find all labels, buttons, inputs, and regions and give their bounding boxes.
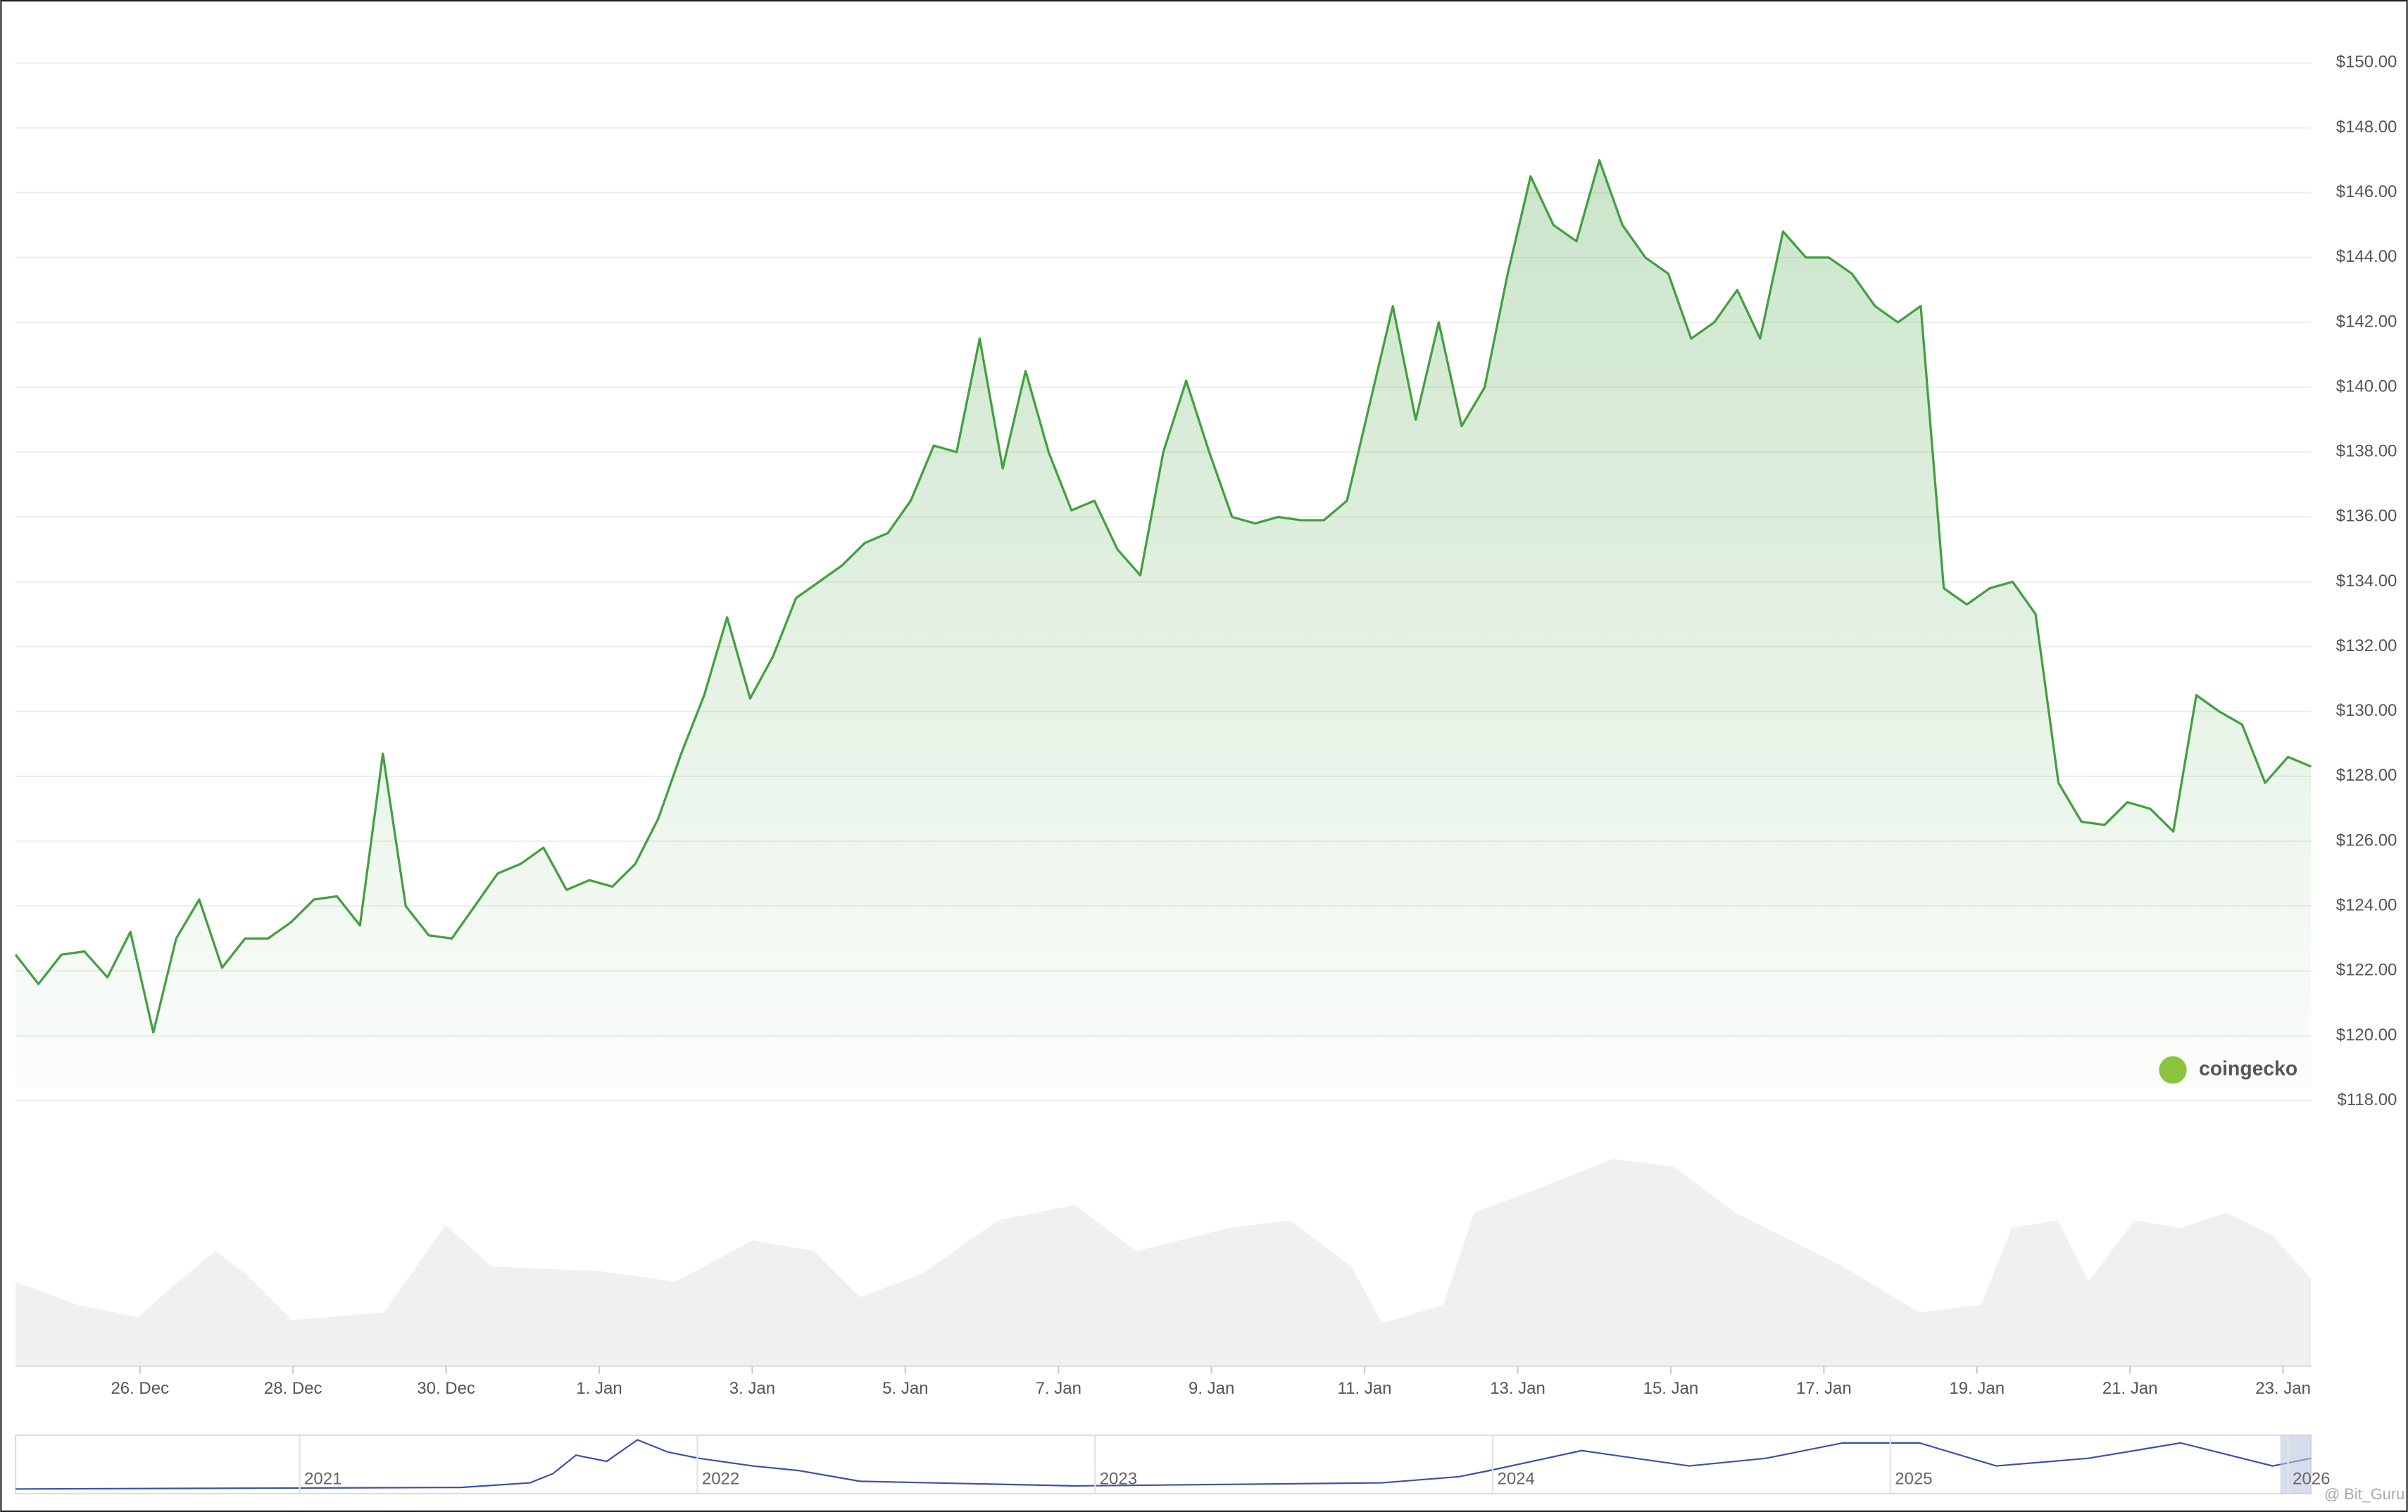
watermark: @ Bit_Guru <box>2324 1485 2404 1503</box>
y-tick-label: $144.00 <box>2336 247 2397 266</box>
y-tick-label: $150.00 <box>2336 53 2397 72</box>
y-tick-label: $128.00 <box>2336 766 2397 785</box>
navigator-label: 2025 <box>1895 1470 1932 1489</box>
navigator-label: 2021 <box>304 1470 341 1489</box>
navigator-label: 2023 <box>1100 1470 1137 1489</box>
x-tick-label: 26. Dec <box>111 1379 169 1398</box>
navigator-label: 2022 <box>702 1470 739 1489</box>
volume-area <box>15 1159 2312 1366</box>
x-tick-label: 19. Jan <box>1949 1379 2005 1398</box>
x-tick-label: 15. Jan <box>1643 1379 1699 1398</box>
y-tick-label: $134.00 <box>2336 572 2397 591</box>
y-tick-label: $130.00 <box>2336 701 2397 720</box>
x-tick-label: 28. Dec <box>264 1379 322 1398</box>
y-tick-label: $138.00 <box>2336 442 2397 461</box>
x-tick-label: 21. Jan <box>2102 1379 2158 1398</box>
x-tick-label: 3. Jan <box>729 1379 775 1398</box>
y-tick-label: $148.00 <box>2336 118 2397 137</box>
x-tick-label: 5. Jan <box>882 1379 928 1398</box>
x-tick-label: 13. Jan <box>1490 1379 1545 1398</box>
x-tick-label: 7. Jan <box>1036 1379 1081 1398</box>
price-line <box>14 159 2312 1034</box>
navigator-labels: 2021 2022 2023 2024 2025 2026 <box>299 1435 2330 1494</box>
navigator-handle[interactable] <box>2280 1435 2312 1494</box>
navigator-label: 2024 <box>1498 1470 1535 1489</box>
y-tick-label: $140.00 <box>2336 377 2397 396</box>
x-tick-label: 9. Jan <box>1189 1379 1234 1398</box>
x-tick-label: 23. Jan <box>2255 1379 2311 1398</box>
y-tick-label: $146.00 <box>2336 182 2397 201</box>
y-tick-label: $136.00 <box>2336 507 2397 526</box>
navigator-label: 2026 <box>2293 1470 2330 1489</box>
y-tick-label: $142.00 <box>2336 312 2397 331</box>
x-tick-label: 1. Jan <box>576 1379 622 1398</box>
y-tick-label: $124.00 <box>2336 895 2397 914</box>
y-tick-label: $132.00 <box>2336 636 2397 655</box>
y-tick-label: $120.00 <box>2336 1026 2397 1045</box>
y-tick-label: $118.00 <box>2338 1090 2397 1109</box>
x-tick-label: 30. Dec <box>417 1379 475 1398</box>
x-tick-label: 11. Jan <box>1338 1379 1392 1398</box>
y-tick-label: $122.00 <box>2336 961 2397 980</box>
x-tick-label: 17. Jan <box>1796 1379 1852 1398</box>
navigator-line <box>15 1439 2312 1490</box>
y-tick-label: $126.00 <box>2336 831 2397 850</box>
area <box>15 160 2312 1087</box>
